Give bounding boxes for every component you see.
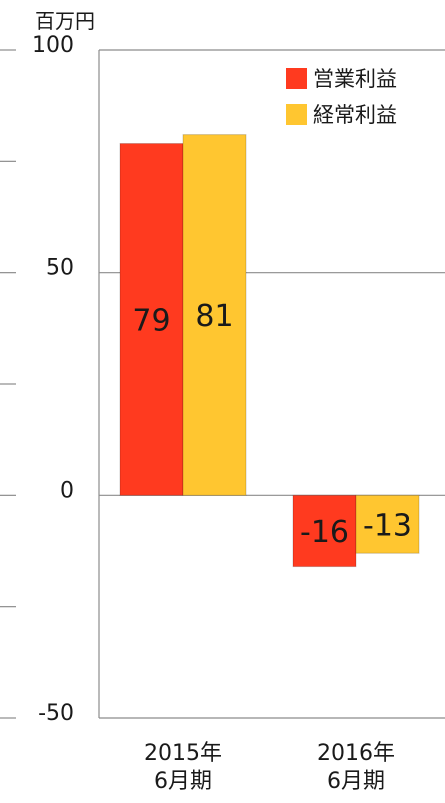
legend-label-0: 営業利益 bbox=[313, 67, 397, 91]
bars-layer bbox=[119, 134, 420, 568]
x-category-label-1: 2016年 6月期 bbox=[317, 741, 395, 794]
data-label-1-0: 81 bbox=[195, 299, 233, 334]
unit-label: 百万円 bbox=[35, 9, 95, 33]
y-tick-label--50: -50 bbox=[38, 701, 74, 726]
x-category-label-line: 2016年 bbox=[317, 741, 395, 766]
bar-0-1 bbox=[292, 494, 357, 568]
bar-1-1 bbox=[355, 494, 420, 554]
bar-0-0 bbox=[119, 143, 184, 496]
legend-label-1: 経常利益 bbox=[313, 103, 397, 127]
x-category-label-line: 6月期 bbox=[154, 769, 212, 794]
bar-1-0 bbox=[182, 134, 247, 496]
x-category-label-0: 2015年 6月期 bbox=[144, 741, 222, 794]
legend-swatch-0 bbox=[286, 68, 307, 89]
labels-layer: -50 0 50 100 79 81 2015年 6月期 -16 -13 2016年 6月期 bbox=[32, 33, 412, 794]
x-category-label-line: 6月期 bbox=[327, 769, 385, 794]
data-label-1-1: -13 bbox=[363, 508, 412, 543]
data-label-0-0: 79 bbox=[132, 303, 170, 338]
y-tick-label-50: 50 bbox=[46, 256, 74, 281]
x-category-label-line: 2015年 bbox=[144, 741, 222, 766]
axis-layer bbox=[0, 49, 100, 719]
data-label-0-1: -16 bbox=[300, 515, 349, 550]
y-tick-label-0: 0 bbox=[60, 478, 74, 503]
y-tick-label-100: 100 bbox=[32, 33, 74, 58]
legend-swatch-1 bbox=[286, 104, 307, 125]
